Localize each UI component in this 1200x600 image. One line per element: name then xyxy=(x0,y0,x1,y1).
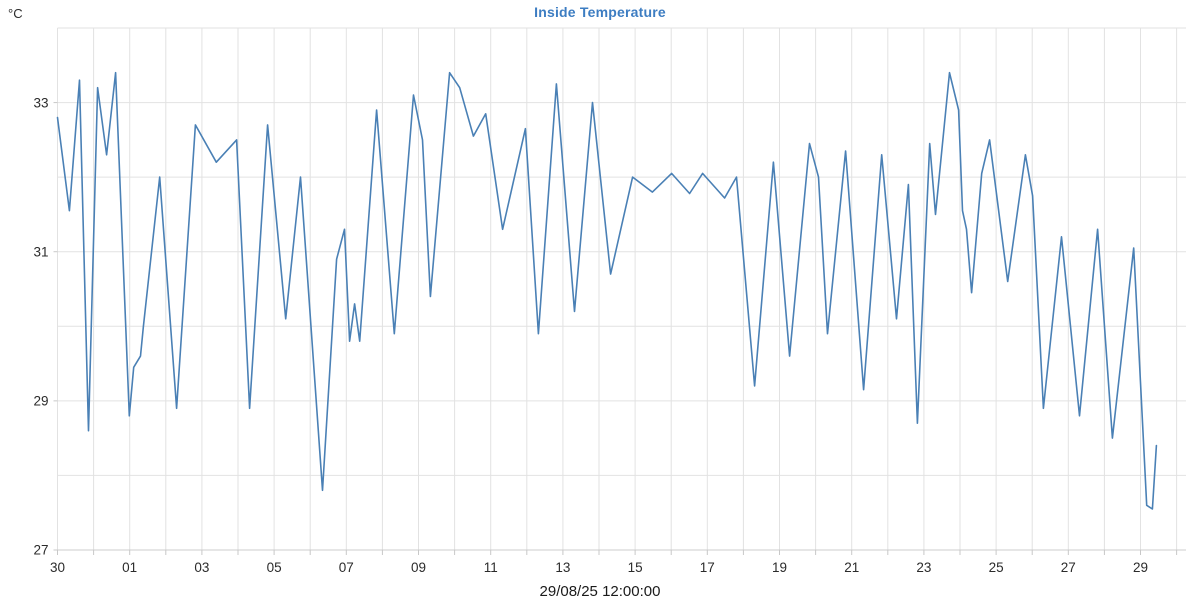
chart-title: Inside Temperature xyxy=(534,4,666,20)
x-tick-label: 30 xyxy=(50,560,65,575)
x-tick-label: 27 xyxy=(1061,560,1076,575)
y-axis-unit-label: °C xyxy=(8,6,23,21)
y-tick-label: 29 xyxy=(33,394,48,409)
x-tick-label: 23 xyxy=(916,560,931,575)
y-tick-label: 27 xyxy=(33,543,48,558)
axis-ticks xyxy=(53,102,1178,555)
x-tick-label: 21 xyxy=(844,560,859,575)
x-tick-label: 01 xyxy=(122,560,137,575)
temperature-line xyxy=(56,71,1158,510)
temperature-series xyxy=(56,71,1158,510)
x-tick-label: 29 xyxy=(1133,560,1148,575)
x-tick-label: 03 xyxy=(194,560,209,575)
x-axis-datetime-label: 29/08/25 12:00:00 xyxy=(539,583,661,600)
x-tick-label: 11 xyxy=(484,560,498,575)
x-tick-label: 05 xyxy=(267,560,282,575)
y-tick-label: 31 xyxy=(33,244,48,259)
x-tick-label: 15 xyxy=(628,560,643,575)
x-tick-label: 07 xyxy=(339,560,354,575)
y-tick-label: 33 xyxy=(33,95,48,110)
x-axis-labels: 30 01 03 05 07 09 11 13 15 17 19 21 23 25 27 29 xyxy=(50,560,1148,575)
x-tick-label: 17 xyxy=(700,560,715,575)
x-tick-label: 09 xyxy=(411,560,426,575)
x-tick-label: 25 xyxy=(989,560,1004,575)
x-tick-label: 19 xyxy=(772,560,787,575)
x-tick-label: 13 xyxy=(555,560,570,575)
gridlines xyxy=(57,27,1186,550)
y-axis-labels: 27 29 31 33 xyxy=(33,95,48,557)
